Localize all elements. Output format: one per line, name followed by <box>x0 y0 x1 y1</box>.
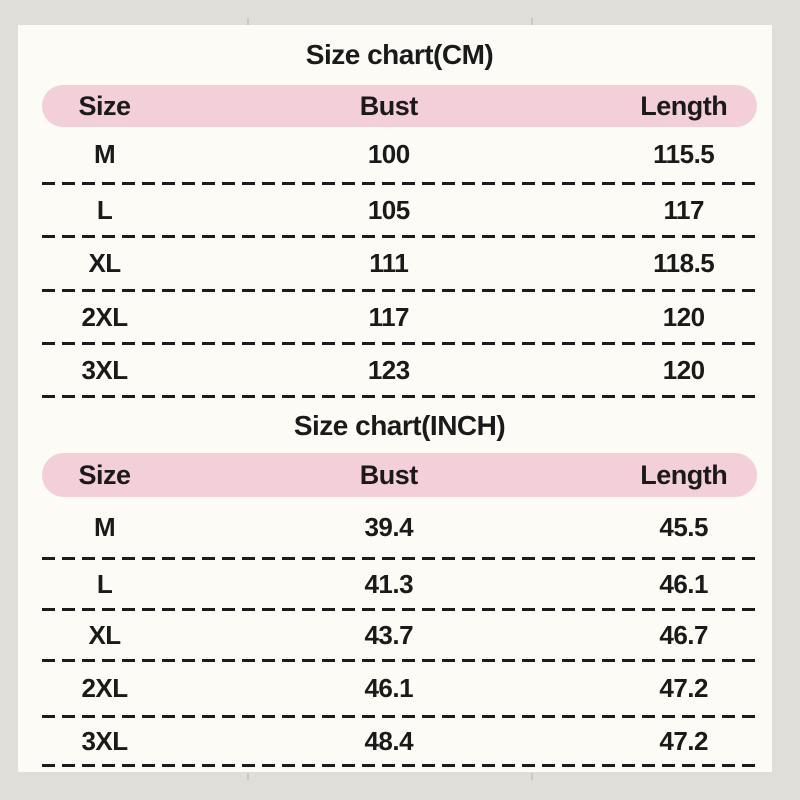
length-value: 46.7 <box>659 619 708 650</box>
length-value: 47.2 <box>659 725 708 756</box>
dashed-divider <box>42 557 757 560</box>
cm-table-title: Size chart(CM) <box>305 39 494 70</box>
inch-size-col-header: Size <box>78 459 132 490</box>
bust-value: 100 <box>367 139 410 169</box>
inch-length-col-header: Length <box>640 459 728 490</box>
bust-value: 41.3 <box>364 568 414 599</box>
crop-tick-mark <box>531 773 533 780</box>
cm-table-header-row: Size Bust Length <box>42 85 757 127</box>
dashed-divider <box>42 715 757 718</box>
size-cell: XL <box>88 619 121 650</box>
length-value: 115.5 <box>653 139 715 169</box>
crop-tick-mark <box>531 18 533 25</box>
size-cell: 2XL <box>81 673 128 703</box>
size-cell: L <box>96 194 113 225</box>
bust-value: 46.1 <box>364 673 414 703</box>
length-value: 118.5 <box>653 248 715 278</box>
length-value: 117 <box>663 194 704 225</box>
dashed-divider <box>42 182 757 185</box>
size-cell: 3XL <box>81 354 128 385</box>
size-chart-content: Size chart(CM) Size Bust Length M 100 11… <box>18 25 772 767</box>
table-row: 2XL 46.1 47.2 <box>42 662 757 715</box>
size-cell: L <box>96 568 113 599</box>
crop-tick-mark <box>247 773 249 780</box>
bust-value: 123 <box>367 354 410 385</box>
table-row: M 100 115.5 <box>42 127 757 182</box>
dashed-divider <box>42 235 757 238</box>
length-value: 120 <box>662 301 705 332</box>
inch-table-title: Size chart(INCH) <box>293 409 506 441</box>
table-row: M 39.4 45.5 <box>42 497 757 557</box>
cm-bust-col-header: Bust <box>359 90 419 121</box>
size-cell: M <box>93 511 116 542</box>
table-row: 2XL 117 120 <box>42 292 757 342</box>
dashed-divider <box>42 289 757 292</box>
size-cell: XL <box>88 248 121 278</box>
dashed-divider <box>42 608 757 611</box>
table-row: XL 43.7 46.7 <box>42 611 757 659</box>
crop-tick-mark <box>247 18 249 25</box>
bust-value: 43.7 <box>364 619 414 650</box>
size-chart-card: Size chart(CM) Size Bust Length M 100 11… <box>18 25 772 772</box>
dashed-divider <box>42 395 757 398</box>
bust-value: 117 <box>368 301 410 332</box>
size-cell: 3XL <box>81 725 128 756</box>
size-cell: 2XL <box>81 301 128 332</box>
size-cell: M <box>93 139 116 169</box>
table-row: L 105 117 <box>42 185 757 235</box>
bust-value: 111 <box>369 248 409 278</box>
inch-bust-col-header: Bust <box>359 459 419 490</box>
dashed-divider <box>42 342 757 345</box>
length-value: 47.2 <box>659 673 708 703</box>
cm-length-col-header: Length <box>640 90 728 121</box>
bust-value: 105 <box>367 194 410 225</box>
bust-value: 39.4 <box>364 511 414 542</box>
inch-table-header-row: Size Bust Length <box>42 453 757 497</box>
table-row: 3XL 48.4 47.2 <box>42 718 757 764</box>
length-value: 120 <box>662 354 705 385</box>
table-row: XL 111 118.5 <box>42 238 757 289</box>
dashed-divider <box>42 764 757 767</box>
dashed-divider <box>42 659 757 662</box>
length-value: 46.1 <box>659 568 708 599</box>
table-row: 3XL 123 120 <box>42 345 757 395</box>
cm-size-col-header: Size <box>78 90 132 121</box>
table-row: L 41.3 46.1 <box>42 560 757 608</box>
length-value: 45.5 <box>659 511 708 542</box>
bust-value: 48.4 <box>364 725 414 756</box>
